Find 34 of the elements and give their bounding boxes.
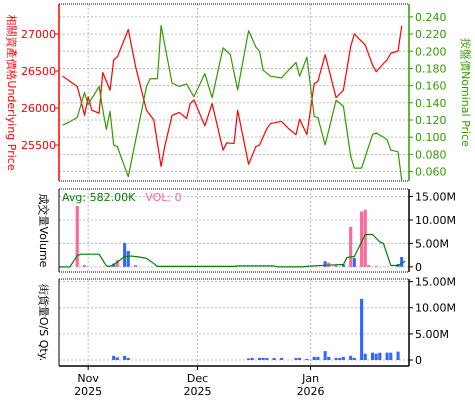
axis-right: 15.00M 10.00M 5.00M 0: [408, 189, 456, 274]
y-tick-label: 0: [415, 354, 422, 367]
y2-tick-label: 0.200: [415, 45, 446, 58]
y2-tick-label: 0.240: [415, 10, 446, 24]
y2-tick-label: 0.060: [415, 166, 446, 179]
y-axis-title: 成交量Volume: [37, 194, 50, 268]
y-tick-label: 5.00M: [415, 237, 449, 250]
y2-tick-label: 0.180: [415, 62, 446, 76]
y2-axis-title: 按盤價Nominal Price: [459, 38, 472, 148]
y2-tick-label: 0.100: [415, 131, 446, 144]
y-tick-label: 15.00M: [415, 190, 456, 204]
y-tick-label: 26000: [21, 102, 56, 116]
x-tick-label: Jan 2026: [296, 372, 325, 398]
y-axis-title: 相關資產價格Underlying Price: [5, 14, 18, 171]
x-tick-label: Dec 2025: [184, 372, 212, 398]
legend: Avg: 582.00K VOL: 0: [62, 191, 182, 204]
y-tick-label: 27000: [21, 28, 56, 41]
y-tick-label: 5.00M: [415, 328, 449, 341]
x-tick-label: Nov 2025: [74, 372, 102, 398]
y2-tick-label: 0.080: [415, 148, 446, 162]
y2-tick-label: 0.120: [415, 114, 446, 127]
axis-x: Nov 2025 Dec 2025 Jan 2026: [59, 365, 409, 398]
axis-left: 27000 26500 26000 25500: [21, 4, 60, 181]
y-axis-title: 街貨量O/S Qty.: [37, 284, 50, 362]
y2-tick-label: 0.160: [415, 80, 446, 93]
y-tick-label: 10.00M: [415, 214, 456, 227]
y-tick-label: 0: [415, 260, 422, 274]
y2-tick-label: 0.140: [415, 96, 446, 110]
y2-tick-label: 0.220: [415, 28, 446, 42]
y-tick-label: 15.00M: [415, 276, 456, 289]
axis-right: 15.00M 10.00M 5.00M 0: [408, 276, 456, 367]
y-tick-label: 25500: [21, 139, 56, 152]
y-tick-label: 26500: [21, 64, 56, 78]
y-tick-label: 10.00M: [415, 302, 456, 315]
